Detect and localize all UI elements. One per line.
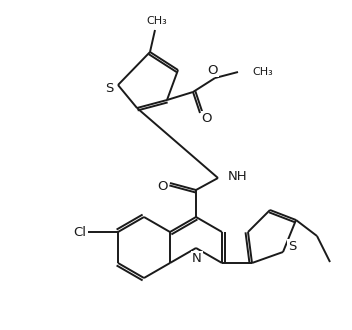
Text: Cl: Cl bbox=[73, 225, 86, 239]
Text: CH₃: CH₃ bbox=[252, 67, 273, 77]
Text: S: S bbox=[288, 240, 296, 252]
Text: N: N bbox=[192, 251, 202, 265]
Text: NH: NH bbox=[228, 170, 247, 182]
Text: O: O bbox=[202, 112, 212, 124]
Text: CH₃: CH₃ bbox=[147, 16, 167, 26]
Text: O: O bbox=[208, 63, 218, 77]
Text: S: S bbox=[105, 82, 113, 95]
Text: O: O bbox=[157, 180, 167, 192]
